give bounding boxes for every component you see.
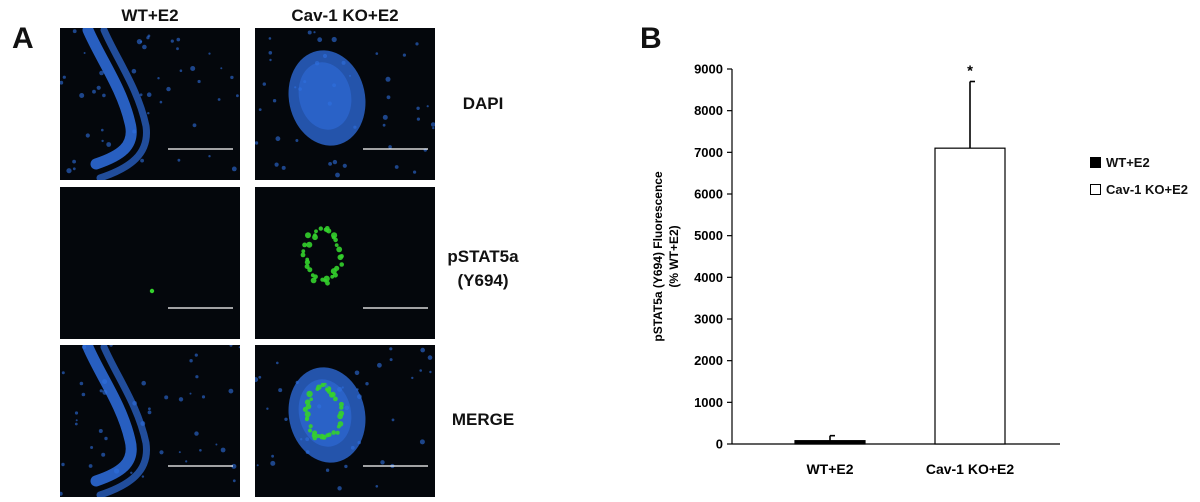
x-tick-label: WT+E2 xyxy=(806,461,853,477)
legend-item-wt: WT+E2 xyxy=(1090,155,1150,170)
row-label-merge-line1: MERGE xyxy=(451,410,515,429)
legend-swatch-wt xyxy=(1090,157,1101,168)
micrograph-wt-merge xyxy=(60,345,240,497)
micrograph-ko-merge-image xyxy=(255,347,433,491)
y-tick-label: 1000 xyxy=(694,395,723,410)
legend-label-cav1-ko: Cav-1 KO+E2 xyxy=(1106,182,1189,197)
y-tick-label: 9000 xyxy=(694,62,723,77)
micrograph-wt-pstat5a-image xyxy=(149,288,233,309)
micrograph-ko-merge xyxy=(255,345,435,497)
row-label-pstat5a-line2: (Y694) xyxy=(457,271,509,290)
micrograph-wt-dapi-image xyxy=(60,28,239,180)
row-label-dapi-line1: DAPI xyxy=(462,94,504,113)
y-tick-label: 8000 xyxy=(694,103,723,118)
y-tick-label: 7000 xyxy=(694,145,723,160)
bar xyxy=(794,440,866,445)
y-tick-label: 0 xyxy=(716,437,723,452)
significance-marker: * xyxy=(967,63,973,80)
y-tick-label: 3000 xyxy=(694,312,723,327)
y-axis-label: pSTAT5a (Y694) Fluorescence xyxy=(651,171,665,342)
panel-a-letter: A xyxy=(12,22,34,55)
bar-chart: 0 1000 2000 3000 4000 5000 6000 7000 8000 9000 pST… xyxy=(651,62,1060,477)
row-label-pstat5a-line1: pSTAT5a xyxy=(447,247,519,266)
legend-label-wt: WT+E2 xyxy=(1106,155,1150,170)
y-tick-label: 2000 xyxy=(694,353,723,368)
micrograph-ko-pstat5a xyxy=(255,187,435,339)
micrograph-wt-merge-image xyxy=(60,345,240,497)
row-label-merge: MERGE xyxy=(423,408,543,432)
y-tick-label: 6000 xyxy=(694,187,723,202)
micrograph-wt-pstat5a xyxy=(60,187,240,339)
x-tick-label: Cav-1 KO+E2 xyxy=(926,461,1015,477)
row-label-pstat5a: pSTAT5a (Y694) xyxy=(423,245,543,293)
y-axis-label-unit: (% WT+E2) xyxy=(667,225,681,287)
panel-b-letter: B xyxy=(640,22,662,55)
column-title-wt: WT+E2 xyxy=(121,6,179,25)
row-label-dapi: DAPI xyxy=(423,92,543,116)
y-tick-label: 5000 xyxy=(694,228,723,243)
legend-item-cav1-ko: Cav-1 KO+E2 xyxy=(1090,182,1188,197)
micrograph-wt-dapi xyxy=(60,28,240,180)
y-tick-label: 4000 xyxy=(694,270,723,285)
micrograph-ko-dapi xyxy=(255,28,435,180)
column-title-cav1-ko: Cav-1 KO+E2 xyxy=(291,6,399,25)
micrograph-ko-pstat5a-image xyxy=(300,226,428,309)
bar xyxy=(934,147,1006,445)
legend-swatch-cav1-ko xyxy=(1090,184,1101,195)
micrograph-ko-dapi-image xyxy=(255,30,435,178)
